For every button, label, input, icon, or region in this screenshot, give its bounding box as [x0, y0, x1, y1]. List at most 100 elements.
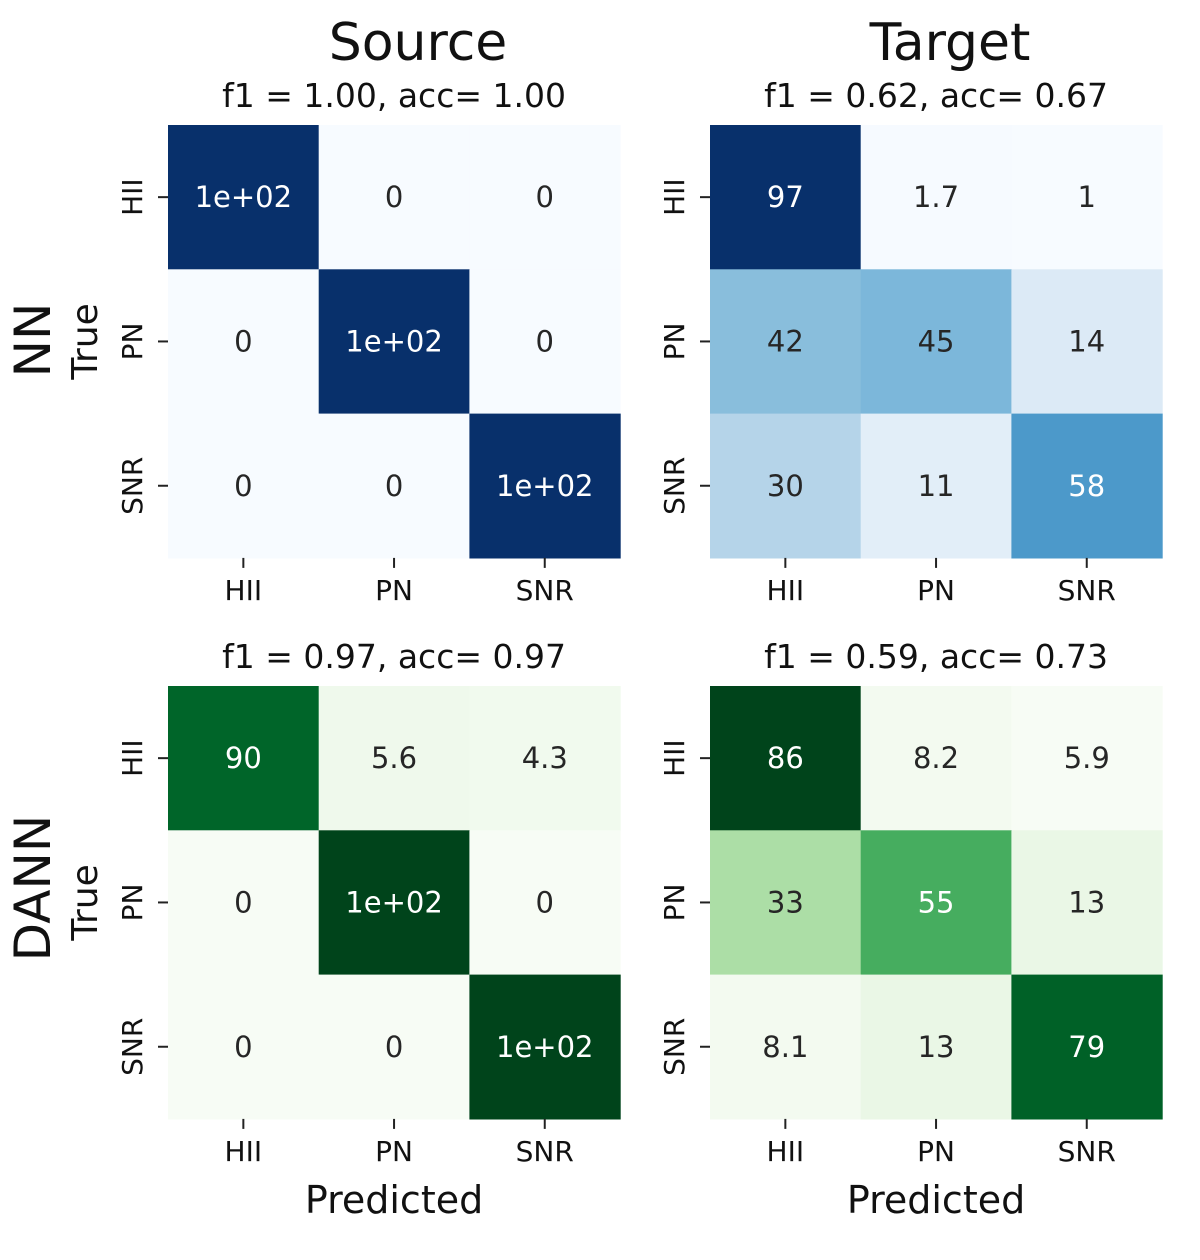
cell-value-label: 1e+02 — [345, 324, 443, 358]
cell-value-label: 13 — [1068, 885, 1105, 919]
heatmap-cell — [860, 686, 1012, 831]
cell-value-label: 58 — [1068, 469, 1105, 503]
cell-value-label: 0 — [385, 1030, 403, 1064]
heatmap-cell — [168, 125, 320, 270]
heatmap-cell — [469, 686, 621, 831]
cell-value-label: 13 — [918, 1030, 955, 1064]
x-axis-label: Predicted — [847, 1178, 1025, 1222]
heatmap-cell — [318, 974, 470, 1120]
x-tick-label: HII — [225, 1135, 263, 1168]
y-tick-label: PN — [116, 884, 149, 922]
cell-value-label: 5.9 — [1064, 741, 1110, 775]
y-tick-label: SNR — [116, 1018, 149, 1076]
x-tick-label: HII — [225, 574, 263, 607]
heatmap-cell — [710, 830, 862, 976]
x-tick-label: SNR — [516, 1135, 574, 1168]
y-tick-label: HII — [658, 178, 691, 216]
heatmap-cell — [168, 269, 320, 415]
cell-value-label: 0 — [536, 885, 554, 919]
cell-value-label: 5.6 — [371, 741, 417, 775]
y-tick-label: SNR — [658, 457, 691, 515]
y-tick-label: PN — [658, 884, 691, 922]
x-tick-label: SNR — [1058, 1135, 1116, 1168]
heatmap-cell — [168, 413, 320, 559]
cell-value-label: 86 — [767, 741, 804, 775]
cell-value-label: 1 — [1078, 180, 1096, 214]
heatmap-cell — [168, 686, 320, 831]
panel-title: f1 = 0.59, acc= 0.73 — [764, 637, 1108, 676]
heatmap-cell — [318, 125, 470, 270]
cell-value-label: 11 — [918, 469, 955, 503]
cell-value-label: 90 — [225, 741, 262, 775]
heatmap-cell — [1011, 269, 1163, 415]
heatmap-cell — [469, 269, 621, 415]
heatmap-cell — [710, 125, 862, 270]
panel-title: f1 = 0.97, acc= 0.97 — [222, 637, 566, 676]
cell-value-label: 0 — [536, 180, 554, 214]
cell-value-label: 0 — [385, 469, 403, 503]
heatmap-cell — [860, 413, 1012, 559]
cell-value-label: 97 — [767, 180, 804, 214]
cell-value-label: 0 — [234, 324, 252, 358]
heatmap-cell — [860, 269, 1012, 415]
heatmap-panel-4: f1 = 0.59, acc= 0.73 86 8.2 5.9 33 55 13 8.1 13 7… — [658, 637, 1163, 1222]
cell-value-label: 0 — [234, 1030, 252, 1064]
cell-value-label: 79 — [1068, 1030, 1105, 1064]
heatmap-cell — [1011, 830, 1163, 976]
heatmap-panel-3: f1 = 0.97, acc= 0.97 90 5.6 4.3 0 1e+02 0 0 0 1e+… — [65, 637, 621, 1222]
row-title-dann: DANN — [4, 815, 62, 962]
cell-value-label: 33 — [767, 885, 804, 919]
heatmap-cell — [710, 686, 862, 831]
x-tick-label: SNR — [1058, 574, 1116, 607]
heatmap-cell — [168, 974, 320, 1120]
x-tick-label: HII — [767, 1135, 805, 1168]
panel-title: f1 = 0.62, acc= 0.67 — [764, 76, 1108, 115]
cell-value-label: 1e+02 — [195, 180, 293, 214]
cell-value-label: 1.7 — [913, 180, 959, 214]
cell-value-label: 42 — [767, 324, 804, 358]
column-title-source: Source — [329, 13, 508, 73]
cell-value-label: 14 — [1068, 324, 1105, 358]
heatmap-cell — [710, 413, 862, 559]
column-title-target: Target — [869, 13, 1031, 73]
cell-value-label: 30 — [767, 469, 804, 503]
heatmap-cell — [1011, 974, 1163, 1120]
y-tick-label: SNR — [116, 457, 149, 515]
heatmap-panel-1: f1 = 1.00, acc= 1.00 1e+02 0 0 0 1e+02 0 0 0 1e+0… — [65, 76, 621, 607]
cell-value-label: 8.1 — [762, 1030, 808, 1064]
heatmap-cell — [469, 974, 621, 1120]
cell-value-label: 55 — [918, 885, 955, 919]
cell-value-label: 0 — [385, 180, 403, 214]
y-tick-label: HII — [116, 178, 149, 216]
heatmap-cell — [710, 974, 862, 1120]
heatmap-cell — [318, 830, 470, 976]
y-tick-label: HII — [658, 739, 691, 777]
cell-value-label: 1e+02 — [496, 1030, 594, 1064]
heatmap-cell — [860, 974, 1012, 1120]
heatmap-cell — [1011, 686, 1163, 831]
x-tick-label: PN — [375, 574, 413, 607]
cell-value-label: 0 — [234, 469, 252, 503]
heatmap-panels: f1 = 1.00, acc= 1.00 1e+02 0 0 0 1e+02 0 0 0 1e+0… — [65, 76, 1163, 1222]
y-tick-label: PN — [658, 323, 691, 361]
panel-title: f1 = 1.00, acc= 1.00 — [222, 76, 566, 115]
row-title-nn: NN — [4, 303, 62, 378]
heatmap-cell — [710, 269, 862, 415]
x-axis-label: Predicted — [305, 1178, 483, 1222]
cell-value-label: 0 — [234, 885, 252, 919]
x-tick-label: HII — [767, 574, 805, 607]
heatmap-cell — [168, 830, 320, 976]
heatmap-cell — [860, 830, 1012, 976]
cell-value-label: 0 — [536, 324, 554, 358]
cell-value-label: 1e+02 — [496, 469, 594, 503]
cell-value-label: 8.2 — [913, 741, 959, 775]
heatmap-cell — [1011, 413, 1163, 559]
y-tick-label: PN — [116, 323, 149, 361]
y-axis-label: True — [65, 864, 106, 941]
x-tick-label: PN — [917, 574, 955, 607]
heatmap-cell — [1011, 125, 1163, 270]
heatmap-panel-2: f1 = 0.62, acc= 0.67 97 1.7 1 42 45 14 30 11 58 HI… — [658, 76, 1163, 607]
x-tick-label: PN — [917, 1135, 955, 1168]
x-tick-label: PN — [375, 1135, 413, 1168]
